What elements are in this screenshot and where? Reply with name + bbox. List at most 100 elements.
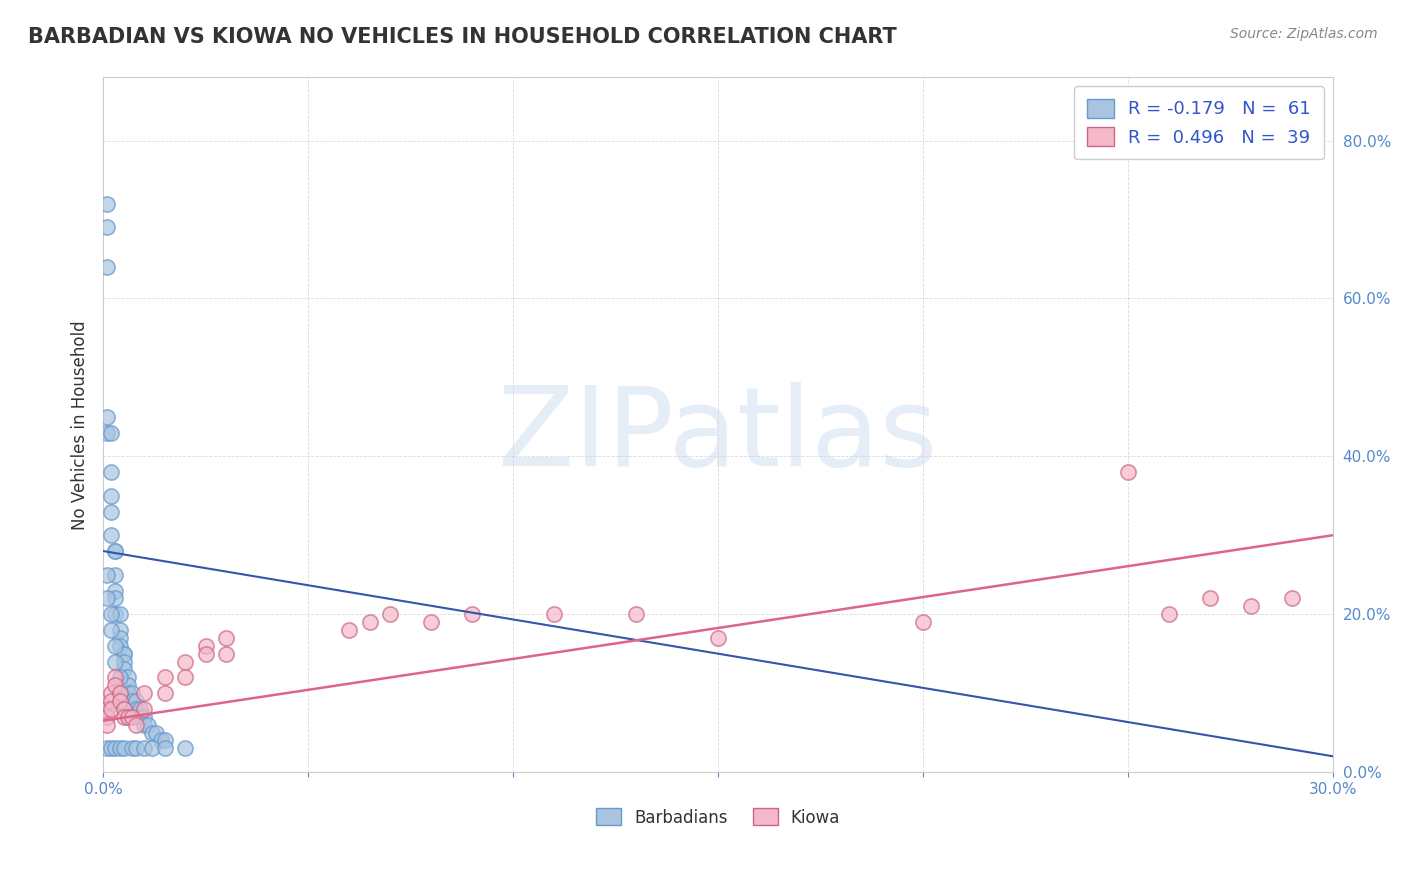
Point xyxy=(174,670,197,684)
Point xyxy=(153,686,176,700)
Point xyxy=(153,733,176,747)
Point xyxy=(100,623,122,637)
Point xyxy=(104,741,127,756)
Point xyxy=(100,489,122,503)
Point xyxy=(121,694,143,708)
Point xyxy=(117,710,139,724)
Point xyxy=(108,686,131,700)
Legend: Barbadians, Kiowa: Barbadians, Kiowa xyxy=(589,802,846,833)
Point xyxy=(121,710,143,724)
Point xyxy=(96,717,118,731)
Point xyxy=(112,662,135,676)
Point xyxy=(112,702,135,716)
Point xyxy=(117,710,139,724)
Point xyxy=(420,615,443,629)
Text: BARBADIAN VS KIOWA NO VEHICLES IN HOUSEHOLD CORRELATION CHART: BARBADIAN VS KIOWA NO VEHICLES IN HOUSEH… xyxy=(28,27,897,46)
Point xyxy=(96,425,118,440)
Point xyxy=(125,702,148,716)
Point xyxy=(104,544,127,558)
Point xyxy=(104,583,127,598)
Point xyxy=(194,647,217,661)
Point xyxy=(104,670,127,684)
Point xyxy=(1157,607,1180,622)
Point xyxy=(145,725,167,739)
Point xyxy=(108,631,131,645)
Point xyxy=(108,607,131,622)
Point xyxy=(134,717,156,731)
Point xyxy=(108,686,131,700)
Point xyxy=(1198,591,1220,606)
Point xyxy=(108,741,131,756)
Point xyxy=(112,702,135,716)
Point xyxy=(134,702,156,716)
Text: Source: ZipAtlas.com: Source: ZipAtlas.com xyxy=(1230,27,1378,41)
Point xyxy=(378,607,401,622)
Point xyxy=(125,694,148,708)
Point xyxy=(100,425,122,440)
Point xyxy=(96,591,118,606)
Y-axis label: No Vehicles in Household: No Vehicles in Household xyxy=(72,320,89,530)
Point xyxy=(104,607,127,622)
Point xyxy=(174,741,197,756)
Point xyxy=(108,670,131,684)
Point xyxy=(359,615,381,629)
Point xyxy=(174,655,197,669)
Point xyxy=(104,655,127,669)
Point xyxy=(129,702,152,716)
Point xyxy=(1281,591,1303,606)
Point xyxy=(100,741,122,756)
Point xyxy=(121,741,143,756)
Point xyxy=(112,710,135,724)
Point xyxy=(1116,465,1139,479)
Point xyxy=(194,639,217,653)
Point xyxy=(100,465,122,479)
Point xyxy=(104,678,127,692)
Point xyxy=(100,686,122,700)
Point xyxy=(134,741,156,756)
Point xyxy=(104,567,127,582)
Point xyxy=(121,686,143,700)
Point xyxy=(129,710,152,724)
Point xyxy=(100,505,122,519)
Point xyxy=(100,702,122,716)
Point xyxy=(96,409,118,424)
Point xyxy=(117,686,139,700)
Point xyxy=(141,725,163,739)
Point xyxy=(153,741,176,756)
Point xyxy=(112,647,135,661)
Point xyxy=(153,670,176,684)
Point xyxy=(108,623,131,637)
Point xyxy=(100,694,122,708)
Point xyxy=(108,639,131,653)
Point xyxy=(96,741,118,756)
Point xyxy=(117,678,139,692)
Point xyxy=(125,717,148,731)
Point xyxy=(100,528,122,542)
Point xyxy=(337,623,360,637)
Point xyxy=(911,615,934,629)
Point xyxy=(112,741,135,756)
Point xyxy=(96,260,118,274)
Point xyxy=(125,741,148,756)
Point xyxy=(149,733,172,747)
Point xyxy=(112,647,135,661)
Point xyxy=(104,591,127,606)
Point xyxy=(707,631,730,645)
Point xyxy=(1240,599,1263,614)
Point xyxy=(112,655,135,669)
Point xyxy=(461,607,484,622)
Point xyxy=(134,710,156,724)
Point xyxy=(96,567,118,582)
Point xyxy=(543,607,565,622)
Point xyxy=(215,647,238,661)
Point xyxy=(215,631,238,645)
Point xyxy=(134,686,156,700)
Point xyxy=(104,639,127,653)
Point xyxy=(141,741,163,756)
Point xyxy=(624,607,647,622)
Point xyxy=(96,196,118,211)
Point xyxy=(108,694,131,708)
Point xyxy=(136,717,159,731)
Point xyxy=(96,220,118,235)
Point xyxy=(104,544,127,558)
